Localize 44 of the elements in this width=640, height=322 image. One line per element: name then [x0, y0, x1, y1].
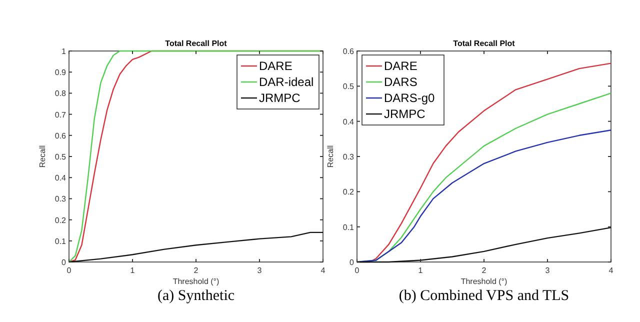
chart-title: Total Recall Plot	[453, 39, 516, 48]
text: (a) Synthetic	[157, 288, 235, 304]
legend-label: DARE	[384, 59, 418, 73]
y-tick-label: 0.1	[342, 222, 355, 232]
line-series	[68, 232, 324, 263]
y-tick-label: 0.6	[54, 131, 67, 140]
y-tick-label: 0	[350, 258, 355, 267]
line-series	[68, 50, 324, 263]
y-tick-label: 0.4	[342, 117, 355, 126]
line-series	[356, 130, 612, 263]
y-tick-label: 0.4	[54, 174, 67, 183]
x-tick-label: 3	[545, 266, 550, 275]
x-axis-title: Threshold (°)	[460, 277, 508, 286]
text: (b) Combined VPS and TLS	[398, 288, 570, 304]
y-tick-label: 0.7	[54, 110, 67, 120]
chart-title: Total Recall Plot	[165, 39, 228, 48]
y-tick-label: 0	[62, 258, 67, 267]
legend-label: DARS	[384, 75, 418, 89]
x-tick-label: 4	[320, 266, 326, 275]
legend-label: DARS-g0	[384, 91, 436, 105]
legend-label: JRMPC	[384, 107, 426, 121]
y-tick-label: 0.3	[342, 152, 355, 162]
y-tick-label: 0.1	[54, 236, 67, 246]
x-tick-label: 1	[130, 266, 136, 275]
y-axis-title: Recall	[326, 145, 335, 168]
legend-label: JRMPC	[259, 91, 301, 105]
y-axis-title: Recall	[38, 145, 47, 168]
y-tick-label: 0.5	[342, 82, 355, 92]
y-tick-label: 0.3	[54, 194, 67, 204]
x-tick-label: 2	[482, 266, 487, 275]
y-tick-label: 1	[62, 47, 67, 56]
y-tick-label: 0.5	[54, 152, 67, 162]
legend-label: DAR-ideal	[259, 75, 314, 89]
y-tick-label: 0.6	[342, 47, 355, 56]
x-tick-label: 4	[608, 266, 614, 275]
x-tick-label: 3	[257, 266, 262, 275]
y-tick-label: 0.8	[54, 89, 67, 98]
y-tick-label: 0.9	[54, 68, 67, 78]
x-axis-title: Threshold (°)	[172, 277, 220, 286]
legend-label: DARE	[259, 59, 292, 73]
x-tick-label: 2	[194, 266, 199, 275]
y-tick-label: 0.2	[54, 216, 67, 225]
x-tick-label: 1	[418, 266, 424, 275]
y-tick-label: 0.2	[342, 188, 355, 197]
